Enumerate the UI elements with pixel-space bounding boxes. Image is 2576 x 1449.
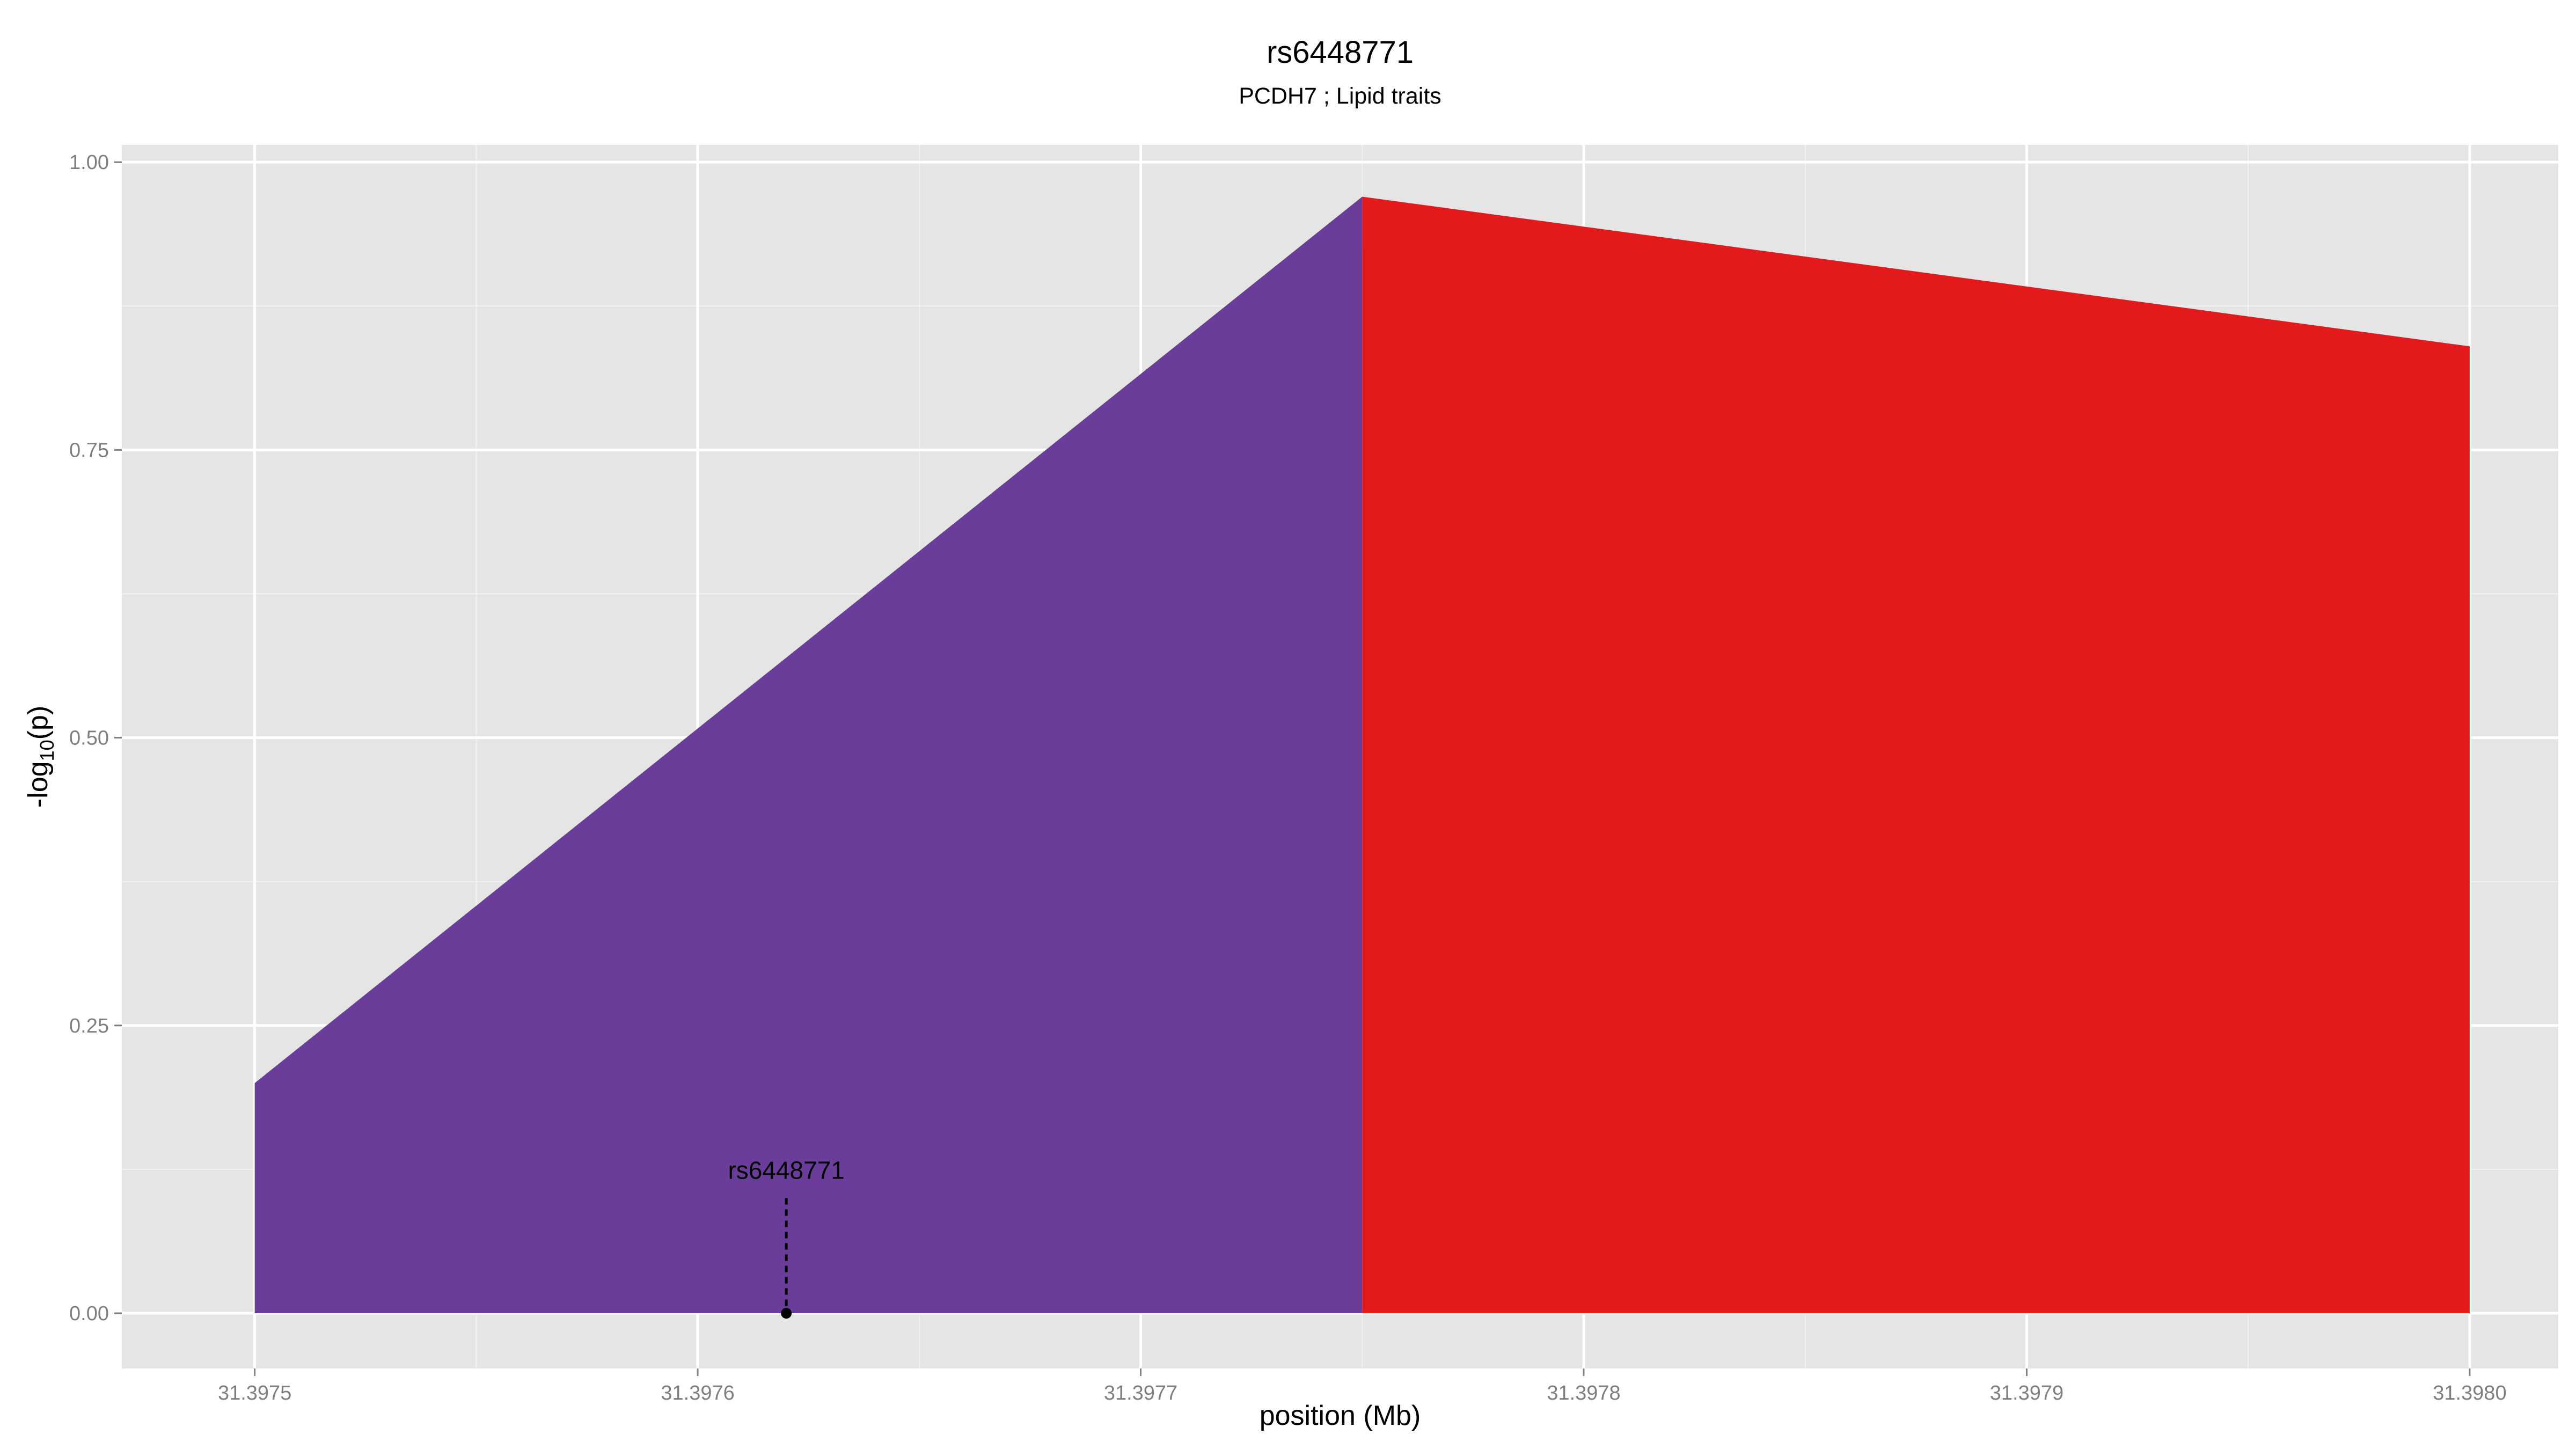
annotation-point: [781, 1308, 792, 1319]
y-axis-title: -log10(p): [23, 706, 58, 808]
y-tick-label: 0.00: [69, 1302, 109, 1325]
snp-annotation: rs6448771: [728, 1157, 845, 1319]
x-tick-label: 31.3975: [218, 1382, 291, 1404]
x-tick-label: 31.3979: [1990, 1382, 2063, 1404]
chart-title: rs6448771: [1267, 35, 1414, 70]
area-series: [254, 196, 2470, 1314]
area-series-2: [1362, 196, 2470, 1314]
annotation-label: rs6448771: [728, 1157, 844, 1184]
y-axis: 0.00 0.25 0.50 0.75 1.00: [69, 151, 122, 1325]
y-axis-title-subscript: 10: [36, 740, 58, 761]
x-tick-label: 31.3976: [661, 1382, 734, 1404]
x-tick-label: 31.3977: [1104, 1382, 1177, 1404]
chart-subtitle: PCDH7 ; Lipid traits: [1239, 83, 1441, 109]
area-series-1: [254, 196, 1363, 1314]
x-axis-title: position (Mb): [1260, 1400, 1421, 1431]
x-tick-label: 31.3978: [1547, 1382, 1620, 1404]
x-tick-label: 31.3980: [2433, 1382, 2506, 1404]
y-tick-label: 0.50: [69, 727, 109, 750]
y-tick-label: 1.00: [69, 151, 109, 174]
x-axis: 31.3975 31.3976 31.3977 31.3978 31.3979 31.39…: [218, 1368, 2507, 1404]
y-axis-title-prefix: -log: [23, 761, 54, 808]
y-axis-title-suffix: (p): [23, 706, 54, 740]
y-tick-label: 0.75: [69, 439, 109, 462]
y-tick-label: 0.25: [69, 1015, 109, 1037]
